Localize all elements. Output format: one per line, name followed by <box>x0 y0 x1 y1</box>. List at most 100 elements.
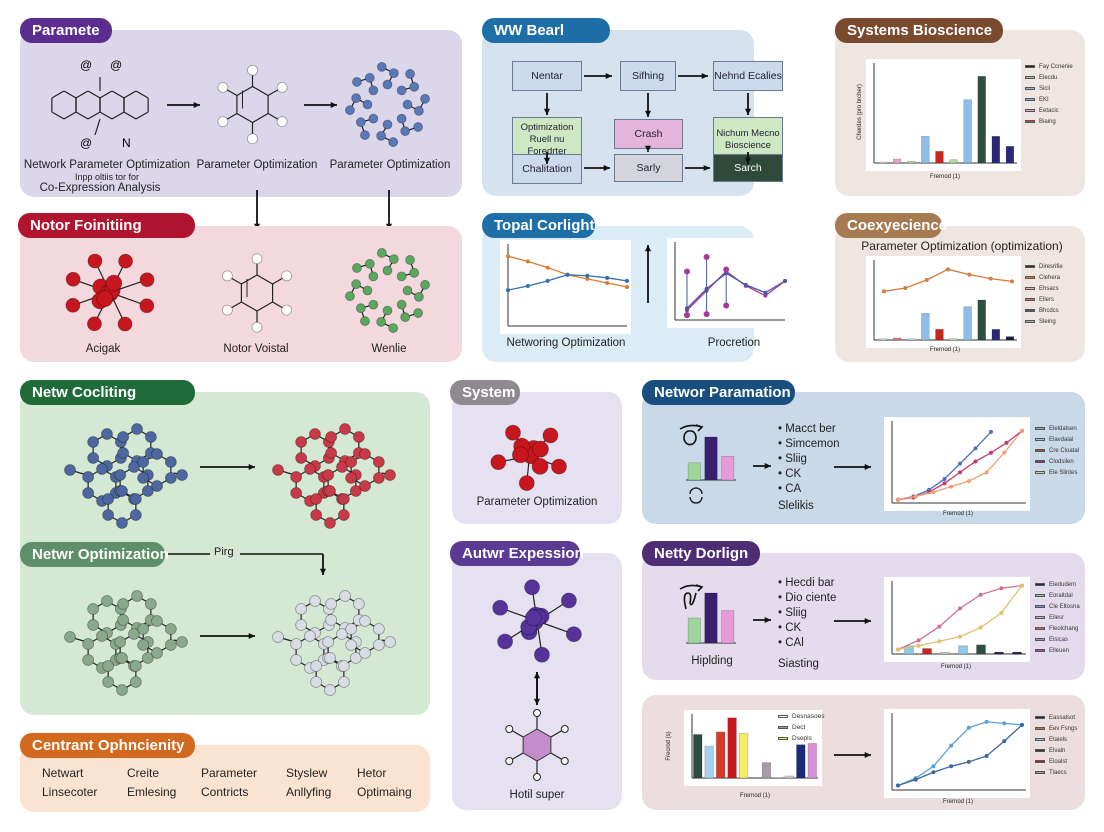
legend-item: Eloalst <box>1035 757 1077 768</box>
y-axis-label: Cherdes (pro brcher) <box>857 84 863 140</box>
polycyclic-white <box>272 590 396 696</box>
symbol-glyph: @ <box>80 136 92 150</box>
atom <box>364 72 375 83</box>
series-line <box>897 430 1023 501</box>
arrow-head <box>319 568 327 575</box>
flow-box: Crash <box>614 119 683 149</box>
legend-label: Eleldalsen <box>1049 426 1077 432</box>
bar <box>977 299 986 341</box>
skeletal-molecule: @ @ @ N <box>51 58 149 150</box>
atom <box>310 660 323 672</box>
legend-label: EKI <box>1039 97 1049 103</box>
bond <box>252 85 269 97</box>
bar <box>976 644 986 655</box>
atom <box>388 137 399 147</box>
list-item: • Simcemon <box>778 438 840 450</box>
arrow-head <box>764 462 771 470</box>
atom <box>164 472 177 484</box>
arrow-head <box>864 617 871 625</box>
topal-tag: Topal Corlight <box>482 213 595 238</box>
legend-label: Sleing <box>1039 319 1056 325</box>
legend-label: Elavdalal <box>1049 437 1074 443</box>
legend-label: Cle Eltosna <box>1049 604 1080 610</box>
data-point <box>763 290 768 295</box>
atom <box>82 654 95 666</box>
legend-label: Eoraitdal <box>1049 593 1073 599</box>
legend-label: Dsepls <box>792 735 812 742</box>
flow-box: Sifhing <box>620 61 676 91</box>
legend-swatch <box>1035 593 1045 597</box>
atom <box>349 652 362 664</box>
stem-point <box>684 268 690 275</box>
atom <box>114 469 127 481</box>
atom <box>116 652 128 664</box>
arrow-head <box>764 616 771 624</box>
atom <box>388 323 399 333</box>
atom <box>101 428 113 440</box>
atom <box>405 255 415 265</box>
bar <box>940 651 950 655</box>
data-point <box>942 476 947 481</box>
legend-swatch <box>1035 715 1045 719</box>
legend-item: Biaing <box>1025 117 1073 128</box>
x-axis-label: Frernod (1) <box>940 664 972 670</box>
legend-swatch <box>1035 637 1045 641</box>
atom <box>534 646 550 663</box>
curl-icon <box>679 424 704 446</box>
atom <box>524 579 540 596</box>
data-point <box>989 429 993 434</box>
atom <box>131 590 143 602</box>
atom <box>87 253 103 269</box>
caption: Acigak <box>85 343 121 355</box>
double-arrow-icon <box>533 672 541 705</box>
data-point <box>743 282 748 287</box>
legend-swatch <box>1025 264 1035 268</box>
bond <box>256 301 273 312</box>
mini-bar-chart <box>686 436 736 481</box>
atom <box>400 126 411 137</box>
atom <box>322 636 335 648</box>
arrow-head <box>543 108 551 115</box>
data-point <box>605 280 610 285</box>
atom <box>64 631 76 643</box>
legend-swatch <box>1025 286 1035 290</box>
bar-chart <box>866 59 1021 171</box>
bar <box>687 462 701 481</box>
atom <box>490 454 507 471</box>
centrant-item: Parameter <box>201 766 258 780</box>
bond <box>135 111 149 120</box>
data-point <box>545 265 550 270</box>
atom <box>290 654 303 666</box>
atom <box>382 79 393 90</box>
list-item: • Hecdi bar <box>778 577 835 589</box>
bar <box>721 456 735 481</box>
atom <box>64 464 76 476</box>
symbol-glyph: @ <box>80 58 92 72</box>
mini-bar-chart <box>686 592 736 644</box>
atom <box>336 628 348 640</box>
atom <box>141 652 154 664</box>
symbol-glyph: @ <box>110 58 122 72</box>
legend-item: EKI <box>1025 95 1073 106</box>
x-axis-label: Frernod (1) <box>929 174 961 180</box>
atom <box>276 116 288 127</box>
bond <box>236 112 253 124</box>
flow-box: Nentar <box>512 61 582 91</box>
legend-label: Desnasoes <box>792 713 825 720</box>
arrow-head <box>605 72 612 80</box>
legend-label: Fleolchang <box>1049 626 1079 632</box>
data-point <box>973 446 978 451</box>
data-point <box>978 625 983 630</box>
atom <box>151 448 163 460</box>
atom <box>531 457 549 475</box>
atom <box>345 472 358 484</box>
legend-swatch <box>778 725 788 729</box>
flow-tag: WW Bearl <box>482 18 610 43</box>
bar <box>750 776 760 779</box>
bond <box>51 111 65 120</box>
list-item: • Dio ciente <box>778 592 837 604</box>
netty-tag: Netty Dorlign <box>642 541 760 566</box>
atom <box>349 485 362 497</box>
data-point <box>1010 279 1014 284</box>
bar <box>949 338 958 341</box>
